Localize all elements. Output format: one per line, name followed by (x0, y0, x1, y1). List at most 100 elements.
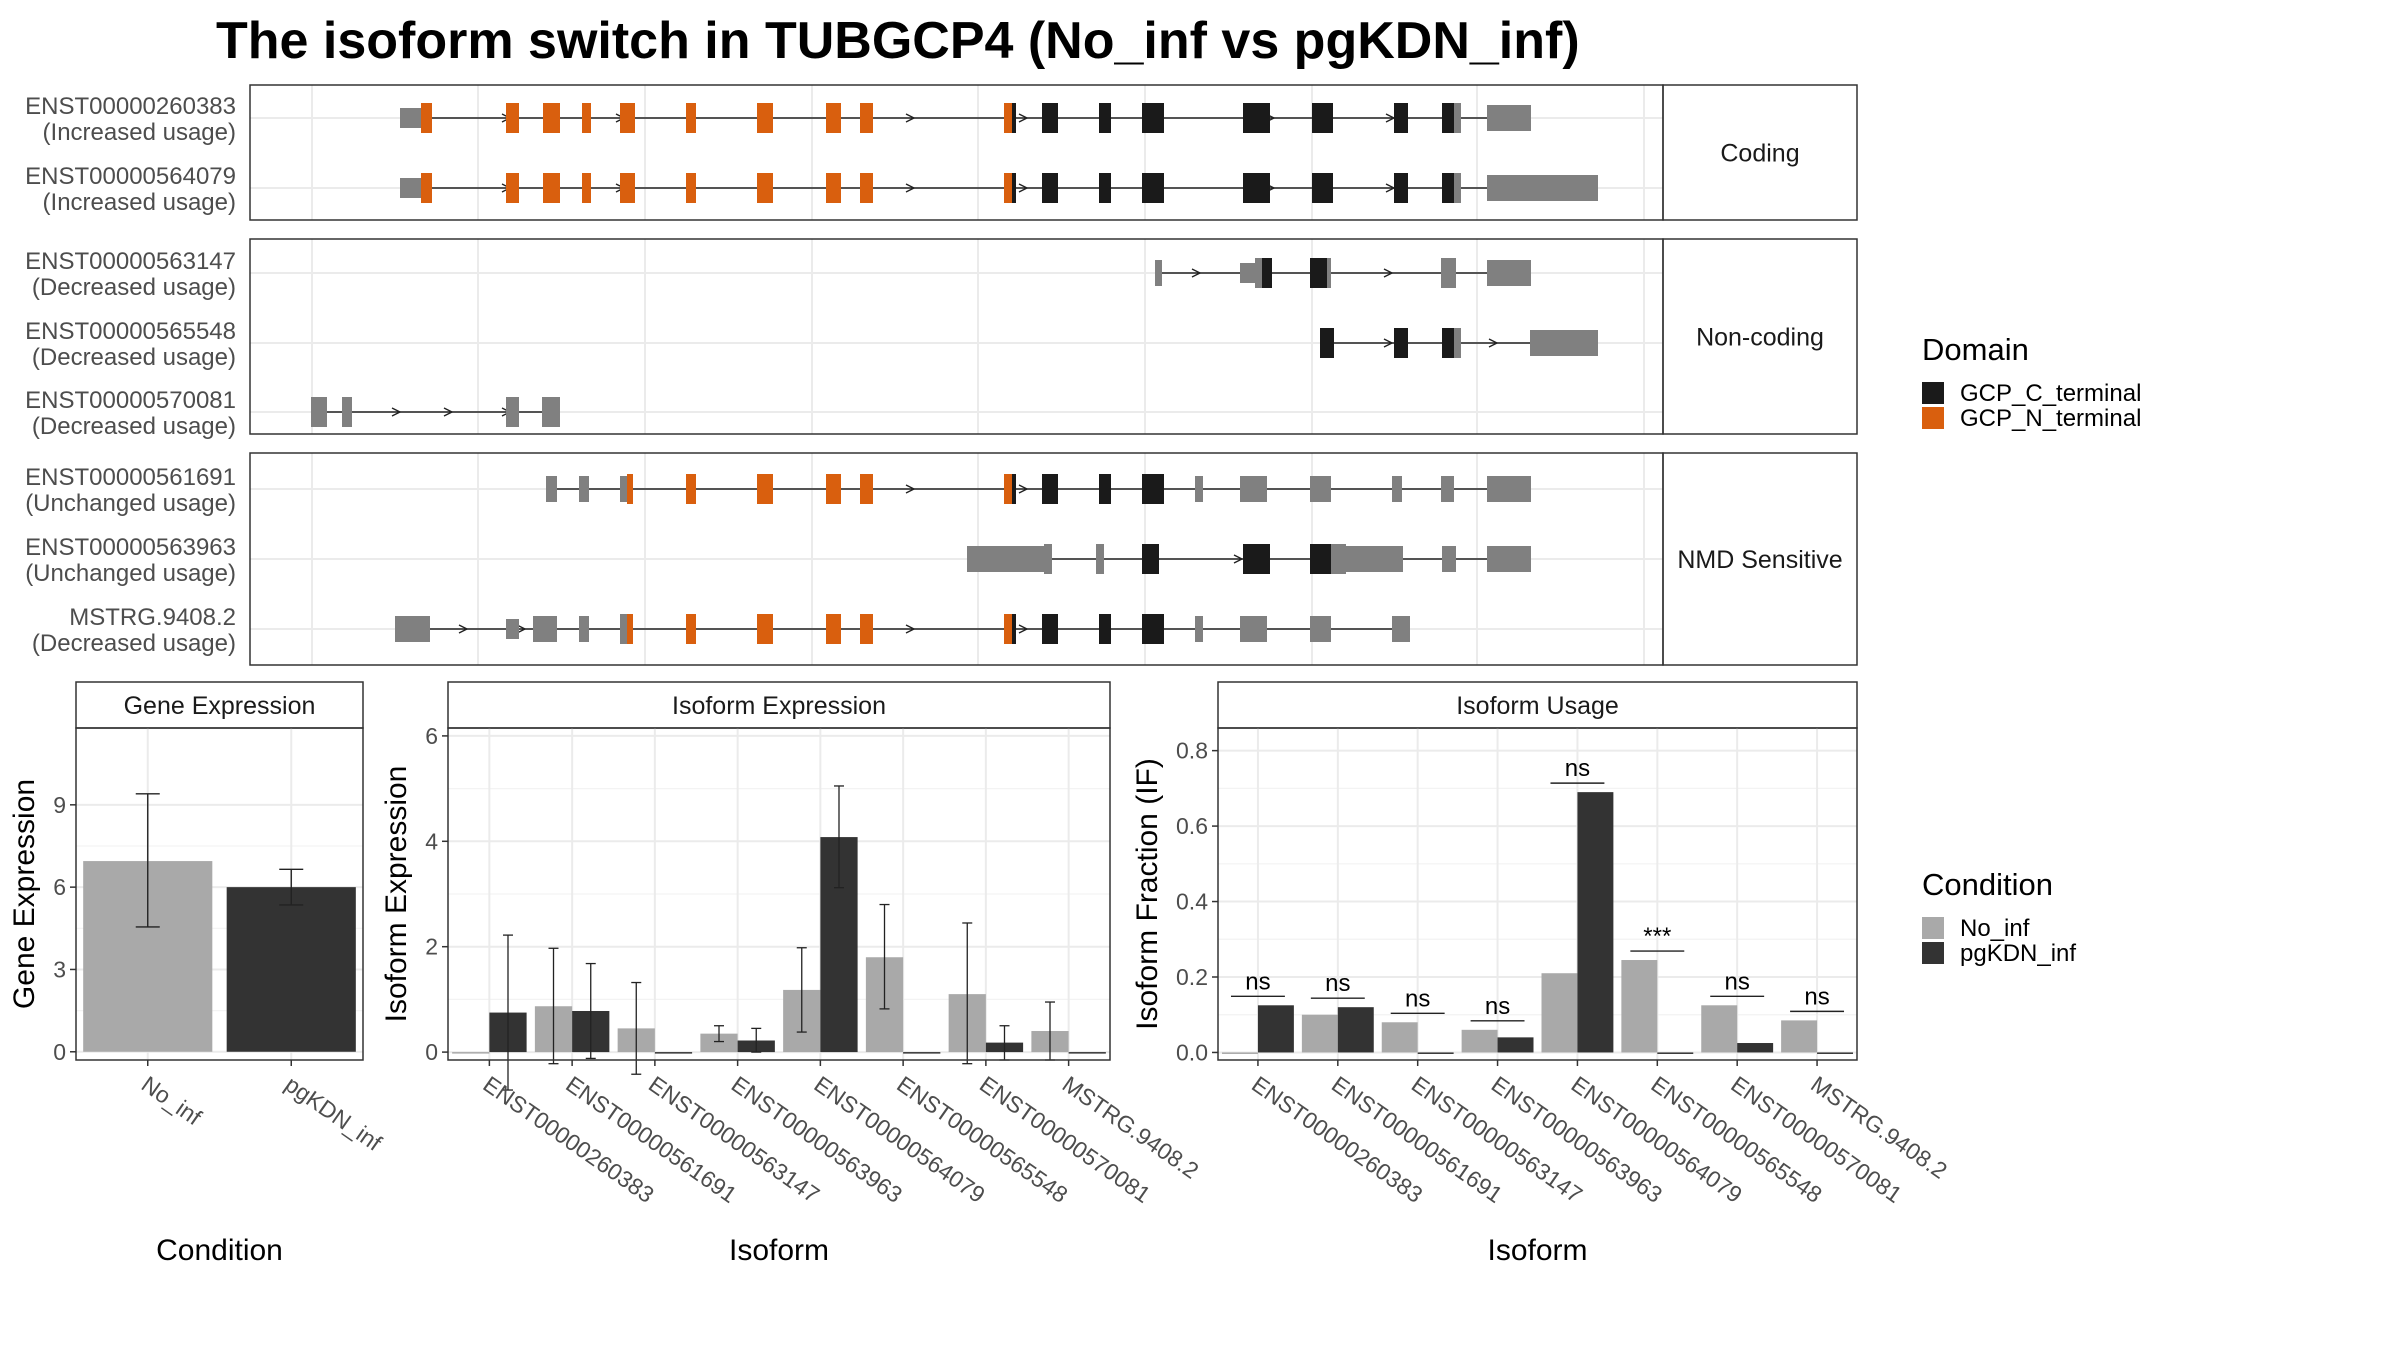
facet-strip-label: Non-coding (1696, 324, 1824, 352)
domain-block (860, 614, 873, 644)
bar (1257, 1005, 1294, 1053)
strand-arrow-icon (391, 407, 402, 417)
domain-block (1099, 474, 1111, 504)
y-tick-label: 0.8 (1176, 738, 1208, 764)
y-tick-label: 0.6 (1176, 813, 1208, 839)
facet-strip-label: NMD Sensitive (1677, 546, 1842, 574)
strand-arrow-icon (905, 484, 916, 494)
bar (1068, 1052, 1106, 1054)
bar (1497, 1037, 1534, 1053)
condition-legend-key (1922, 942, 1944, 964)
domain-block (1004, 614, 1012, 644)
bar (1621, 960, 1658, 1053)
utr-block (400, 178, 421, 198)
utr-block (1454, 173, 1461, 203)
domain-block (1042, 173, 1058, 203)
structure-panel-border (249, 238, 1664, 435)
domain-block (543, 173, 560, 203)
condition-legend-title: Condition (1922, 867, 2053, 902)
utr-block (1441, 476, 1454, 502)
y-tick-label: 3 (53, 956, 66, 982)
domain-block (1243, 544, 1270, 574)
strand-arrow-icon (1383, 338, 1394, 348)
utr-block (1240, 263, 1255, 283)
domain-block (582, 103, 591, 133)
structure-panel-bg (250, 85, 1663, 220)
utr-block (1454, 103, 1461, 133)
domain-block (543, 103, 560, 133)
domain-block (1442, 173, 1454, 203)
domain-block (421, 173, 432, 203)
condition-legend-key (1922, 917, 1944, 939)
domain-block (1099, 173, 1111, 203)
utr-block (1441, 258, 1456, 288)
domain-block (757, 474, 773, 504)
utr-block (1487, 260, 1531, 286)
structure-panel-border (249, 452, 1664, 666)
x-axis-title: Isoform (1487, 1234, 1587, 1267)
chart-panel-border (75, 727, 364, 1061)
facet-strip-nmd-sensitive (1662, 452, 1858, 666)
utr-block (506, 397, 519, 427)
utr-block (342, 397, 352, 427)
domain-block (1042, 103, 1058, 133)
domain-block (1262, 258, 1272, 288)
y-tick-label: 0.2 (1176, 964, 1208, 990)
isoform-label: MSTRG.9408.2 (69, 604, 236, 631)
bar (1541, 973, 1578, 1053)
utr-block (542, 397, 560, 427)
domain-block (1012, 474, 1016, 504)
strand-arrow-icon (1018, 624, 1029, 634)
isoform-usage-label: (Increased usage) (43, 189, 236, 216)
strand-arrow-icon (516, 624, 527, 634)
domain-block (1243, 103, 1270, 133)
domain-block (1142, 103, 1164, 133)
isoform-label: ENST00000260383 (25, 93, 236, 120)
utr-block (311, 397, 327, 427)
chart-panel-border (1217, 727, 1858, 1061)
y-axis-title: Isoform Fraction (IF) (1131, 758, 1164, 1030)
domain-block (1012, 614, 1016, 644)
significance-label: ns (1725, 968, 1750, 995)
bar (226, 887, 356, 1052)
x-axis-title: Isoform (729, 1234, 829, 1267)
strand-arrow-icon (1018, 484, 1029, 494)
bar (1737, 1043, 1774, 1053)
y-tick-label: 0 (425, 1039, 438, 1065)
utr-block (1327, 258, 1331, 288)
domain-block (826, 614, 841, 644)
isoform-usage-label: (Unchanged usage) (25, 560, 236, 587)
isoform-usage-label: (Decreased usage) (32, 274, 236, 301)
utr-block (1346, 546, 1403, 572)
domain-block (582, 173, 591, 203)
significance-label: ns (1245, 968, 1270, 995)
bar (1461, 1029, 1498, 1053)
utr-block (1487, 105, 1531, 131)
utr-block (1155, 260, 1162, 286)
isoform-usage-label: (Decreased usage) (32, 630, 236, 657)
y-tick-label: 9 (53, 792, 66, 818)
domain-block (826, 474, 841, 504)
utr-block (1195, 616, 1203, 642)
strand-arrow-icon (1488, 338, 1499, 348)
domain-legend-title: Domain (1922, 332, 2029, 367)
isoform-usage-label: (Decreased usage) (32, 344, 236, 371)
utr-block (620, 614, 627, 644)
bar (1577, 792, 1614, 1053)
utr-block (967, 546, 1044, 572)
condition-legend-label: pgKDN_inf (1960, 940, 2076, 967)
strand-arrow-icon (1383, 268, 1394, 278)
utr-block (579, 476, 589, 502)
utr-block (546, 476, 557, 502)
domain-block (1442, 103, 1454, 133)
utr-block (1255, 258, 1262, 288)
isoform-usage-label: (Increased usage) (43, 119, 236, 146)
domain-block (860, 474, 873, 504)
domain-block (506, 173, 519, 203)
utr-block (1331, 544, 1346, 574)
domain-block (620, 103, 635, 133)
domain-block (1310, 258, 1327, 288)
bar (700, 1033, 738, 1053)
utr-block (1454, 328, 1461, 358)
isoform-usage-label: (Decreased usage) (32, 413, 236, 440)
